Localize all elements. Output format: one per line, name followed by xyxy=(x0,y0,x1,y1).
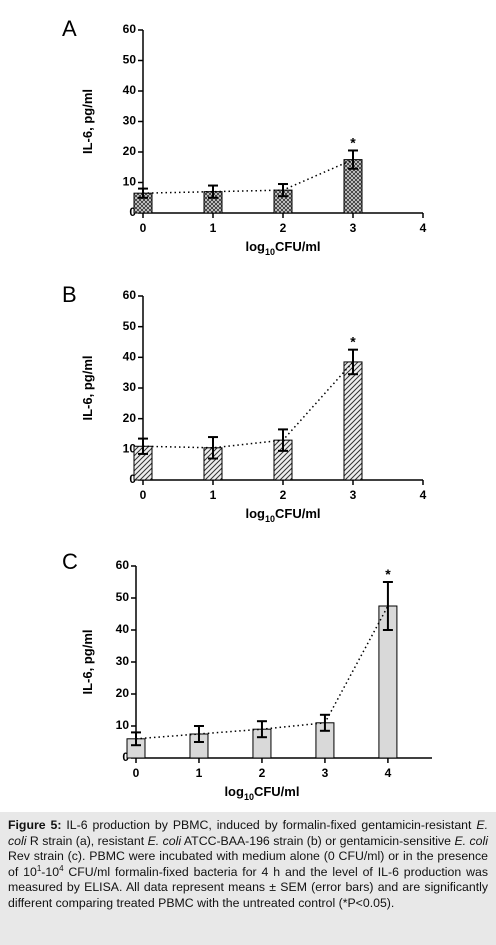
y-tick-label: 0 xyxy=(129,205,136,219)
caption-text: E. coli xyxy=(8,818,488,848)
y-axis-label: IL-6, pg/ml xyxy=(80,356,95,421)
x-tick-label: 2 xyxy=(280,488,287,502)
x-tick-label: 1 xyxy=(210,488,217,502)
y-tick-label: 20 xyxy=(123,144,137,158)
y-tick-label: 50 xyxy=(123,53,137,67)
bar xyxy=(343,361,363,481)
caption-text: Rev strain (c). PBMC were incubated with… xyxy=(8,849,488,879)
significance-marker: * xyxy=(350,134,356,150)
trend-line xyxy=(142,158,354,194)
error-bar xyxy=(131,731,141,747)
x-tick-label: 3 xyxy=(350,221,357,235)
x-tick-label: 0 xyxy=(133,766,140,780)
significance-marker: * xyxy=(350,334,356,350)
x-axis-label-part: log xyxy=(224,784,244,799)
error-bar xyxy=(348,348,358,376)
x-axis-label-part: 10 xyxy=(265,514,275,524)
y-tick-label: 0 xyxy=(122,750,129,764)
caption-text: ATCC-BAA-196 strain (b) or gentamicin-se… xyxy=(181,833,455,848)
x-axis-label-part: CFU/ml xyxy=(254,784,300,799)
caption-text: R strain (a), resistant xyxy=(26,833,148,848)
panel-label: A xyxy=(62,16,77,41)
y-tick-label: 50 xyxy=(116,590,130,604)
y-tick-label: 40 xyxy=(116,622,130,636)
x-tick-label: 4 xyxy=(385,766,392,780)
x-tick-label: 1 xyxy=(210,221,217,235)
y-axis-label: IL-6, pg/ml xyxy=(80,89,95,154)
x-axis-label-part: CFU/ml xyxy=(275,239,321,254)
y-tick-label: 60 xyxy=(116,558,130,572)
y-tick-label: 30 xyxy=(123,114,137,128)
trend-line xyxy=(135,605,389,740)
x-tick-label: 2 xyxy=(280,221,287,235)
x-axis-label: log10CFU/ml xyxy=(245,506,320,524)
y-tick-label: 20 xyxy=(123,411,137,425)
y-tick-label: 30 xyxy=(116,654,130,668)
caption-text: IL-6 production by PBMC, induced by form… xyxy=(61,818,477,832)
y-tick-label: 50 xyxy=(123,319,137,333)
caption-text: CFU/ml formalin-fixed bacteria for 4 h a… xyxy=(8,864,488,910)
caption-text: 4 xyxy=(59,863,64,873)
y-tick-label: 10 xyxy=(116,718,130,732)
caption-text: E. coli xyxy=(147,833,182,848)
x-tick-label: 3 xyxy=(322,766,329,780)
caption-text: -10 xyxy=(41,864,60,879)
y-tick-label: 30 xyxy=(123,380,137,394)
x-tick-label: 3 xyxy=(350,488,357,502)
caption-text: Figure 5: xyxy=(8,818,62,832)
x-tick-label: 0 xyxy=(140,488,147,502)
y-tick-label: 10 xyxy=(123,175,137,189)
y-tick-label: 10 xyxy=(123,442,137,456)
y-tick-label: 40 xyxy=(123,350,137,364)
x-axis-label-part: 10 xyxy=(265,247,275,257)
significance-marker: * xyxy=(385,566,391,582)
y-axis-label: IL-6, pg/ml xyxy=(80,630,95,695)
x-tick-label: 1 xyxy=(196,766,203,780)
x-axis-label-part: log xyxy=(245,506,265,521)
y-tick-label: 0 xyxy=(129,472,136,486)
x-axis-label: log10CFU/ml xyxy=(245,239,320,257)
x-axis-label-part: 10 xyxy=(244,792,254,802)
x-tick-label: 4 xyxy=(420,488,427,502)
y-tick-label: 60 xyxy=(123,288,137,302)
x-tick-label: 4 xyxy=(420,221,427,235)
panel-label: C xyxy=(62,549,78,574)
error-bar xyxy=(208,436,218,460)
x-axis-label-part: CFU/ml xyxy=(275,506,321,521)
panel-label: B xyxy=(62,282,77,307)
trend-line xyxy=(142,361,354,449)
x-tick-label: 2 xyxy=(259,766,266,780)
y-tick-label: 40 xyxy=(123,83,137,97)
caption-text: 1 xyxy=(36,863,42,873)
caption-text: E. coli xyxy=(454,833,488,848)
error-bar xyxy=(208,184,218,199)
x-tick-label: 0 xyxy=(140,221,147,235)
y-tick-label: 60 xyxy=(123,22,137,36)
x-axis-label: log10CFU/ml xyxy=(224,784,299,802)
caption: Figure 5: IL-6 production by PBMC, induc… xyxy=(0,812,496,945)
error-bar xyxy=(382,581,393,631)
x-axis-label-part: log xyxy=(245,239,265,254)
y-tick-label: 20 xyxy=(116,686,130,700)
